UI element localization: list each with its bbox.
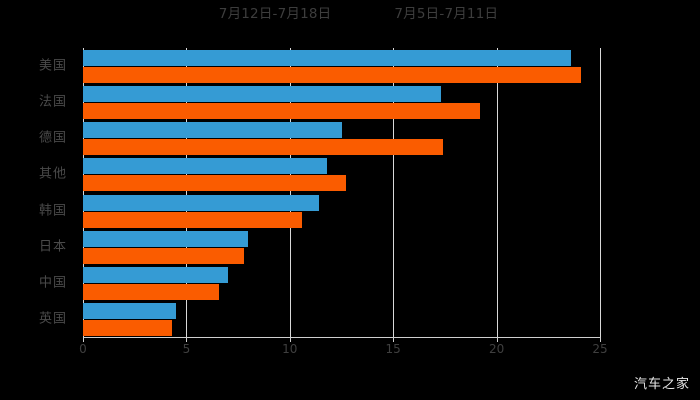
chart-legend: 7月12日-7月18日 7月5日-7月11日 <box>0 0 700 30</box>
gridline-x-0 <box>83 48 84 337</box>
legend-square-marker-icon <box>377 10 387 20</box>
plot-area <box>83 48 601 337</box>
bar-series-0[interactable] <box>83 122 342 139</box>
gridline-x-15 <box>393 48 395 337</box>
y-axis-label-4: 韩国 <box>38 203 67 219</box>
bar-rows <box>83 48 600 337</box>
gridline-x-25 <box>600 48 601 337</box>
bar-group <box>83 156 600 192</box>
gridline-x-20 <box>496 48 498 337</box>
x-tick-mark-20 <box>496 337 498 342</box>
bar-series-0[interactable] <box>83 194 319 211</box>
bar-group <box>83 84 600 120</box>
x-tick-label-25: 25 <box>592 342 608 356</box>
bar-series-0[interactable] <box>83 50 572 66</box>
y-axis-label-0: 美国 <box>38 58 67 74</box>
bar-series-1[interactable] <box>83 175 346 192</box>
bar-series-1[interactable] <box>83 67 582 83</box>
bar-series-1[interactable] <box>83 103 481 120</box>
bar-series-1[interactable] <box>83 319 172 336</box>
x-tick-mark-25 <box>600 337 601 342</box>
bar-group <box>83 193 600 229</box>
y-axis-label-1: 法国 <box>38 94 67 110</box>
gridline-x-10 <box>289 48 291 337</box>
x-tick-mark-10 <box>289 337 291 342</box>
bar-series-0[interactable] <box>83 266 228 283</box>
bar-group <box>83 301 600 337</box>
bar-group <box>83 229 600 265</box>
legend-item-series-1[interactable]: 7月5日-7月11日 <box>377 8 498 22</box>
x-tick-mark-5 <box>186 337 188 342</box>
bar-series-1[interactable] <box>83 283 220 300</box>
y-axis-label-6: 中国 <box>38 275 67 291</box>
gridline-x-5 <box>186 48 188 337</box>
x-tick-label-10: 10 <box>282 342 298 356</box>
bar-series-1[interactable] <box>83 139 443 156</box>
x-tick-mark-0 <box>83 337 84 342</box>
legend-circle-marker-icon <box>202 10 212 20</box>
bar-group <box>83 265 600 301</box>
x-tick-label-5: 5 <box>182 342 191 356</box>
x-tick-label-20: 20 <box>488 342 505 356</box>
y-axis-label-3: 其他 <box>38 166 67 182</box>
x-tick-mark-15 <box>393 337 395 342</box>
x-axis-line <box>83 337 601 338</box>
bar-series-0[interactable] <box>83 158 328 175</box>
legend-item-series-0[interactable]: 7月12日-7月18日 <box>202 8 332 22</box>
bar-series-0[interactable] <box>83 302 177 319</box>
legend-label-series-1: 7月5日-7月11日 <box>394 6 499 23</box>
bar-series-1[interactable] <box>83 247 245 264</box>
bar-group <box>83 120 600 156</box>
y-axis-category-labels: 美国法国德国其他韩国日本中国英国 <box>0 48 76 337</box>
y-axis-label-2: 德国 <box>38 130 67 146</box>
y-axis-label-7: 英国 <box>38 311 67 327</box>
bar-series-1[interactable] <box>83 211 303 228</box>
x-tick-label-15: 15 <box>385 342 401 356</box>
watermark-text: 汽车之家 <box>633 377 690 392</box>
bar-group <box>83 48 600 84</box>
bar-series-0[interactable] <box>83 86 441 103</box>
y-axis-label-5: 日本 <box>38 239 67 255</box>
bar-series-0[interactable] <box>83 230 249 247</box>
x-tick-label-0: 0 <box>79 342 87 356</box>
legend-label-series-0: 7月12日-7月18日 <box>218 6 332 23</box>
